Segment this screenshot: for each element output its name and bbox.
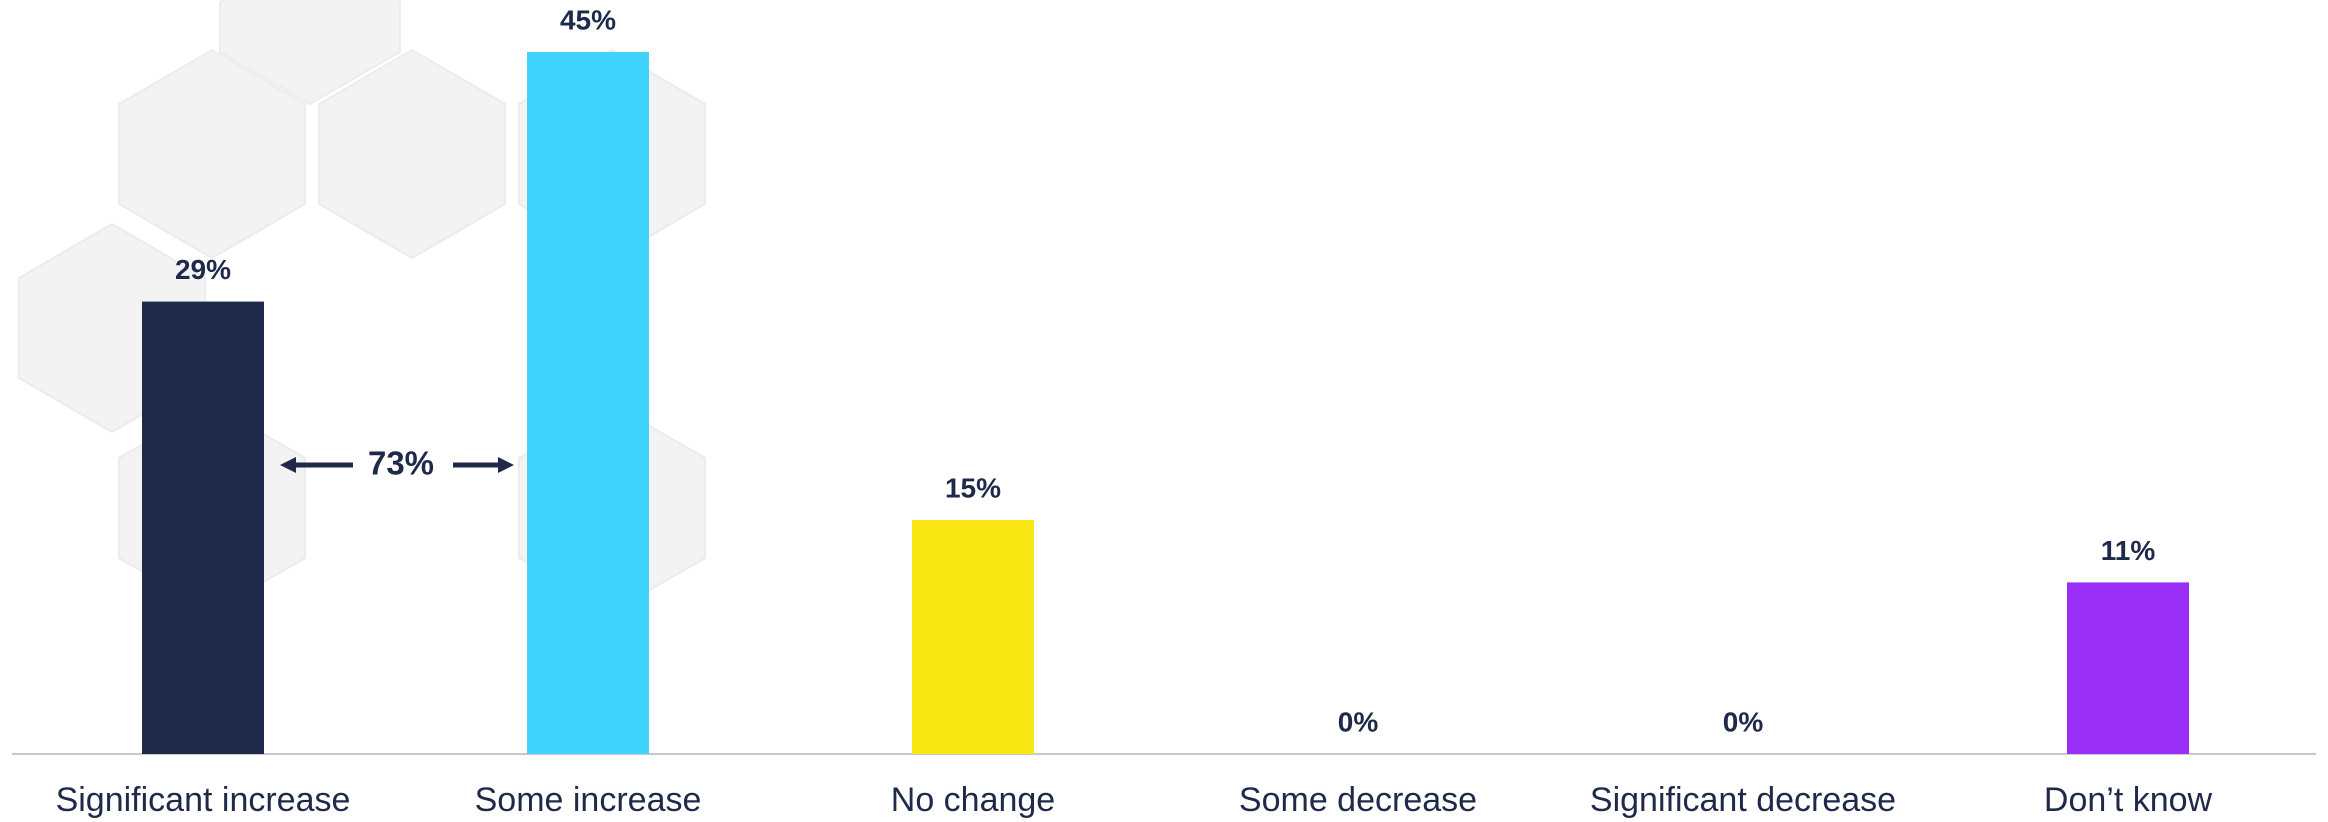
bar <box>912 520 1034 754</box>
value-label: 45% <box>560 4 616 35</box>
x-tick-label: Some increase <box>475 781 702 819</box>
value-label: 0% <box>1723 706 1764 737</box>
x-tick-label: Don’t know <box>2044 781 2213 819</box>
value-label: 11% <box>2101 535 2156 566</box>
arrow-right-head <box>498 457 514 473</box>
sum-annotation: 73% <box>280 445 514 482</box>
x-tick-label: Significant decrease <box>1590 781 1896 819</box>
annotation: 73% <box>368 445 434 482</box>
value-label: 29% <box>175 254 231 285</box>
bar <box>2067 582 2189 754</box>
x-tick-label: Significant increase <box>56 781 351 819</box>
value-label: 0% <box>1338 706 1379 737</box>
x-tick-label: Some decrease <box>1239 781 1477 819</box>
bar <box>527 52 649 754</box>
x-tick-label: No change <box>891 781 1055 819</box>
value-label: 15% <box>945 472 1001 503</box>
arrow-left-head <box>280 457 296 473</box>
bar <box>142 301 264 754</box>
